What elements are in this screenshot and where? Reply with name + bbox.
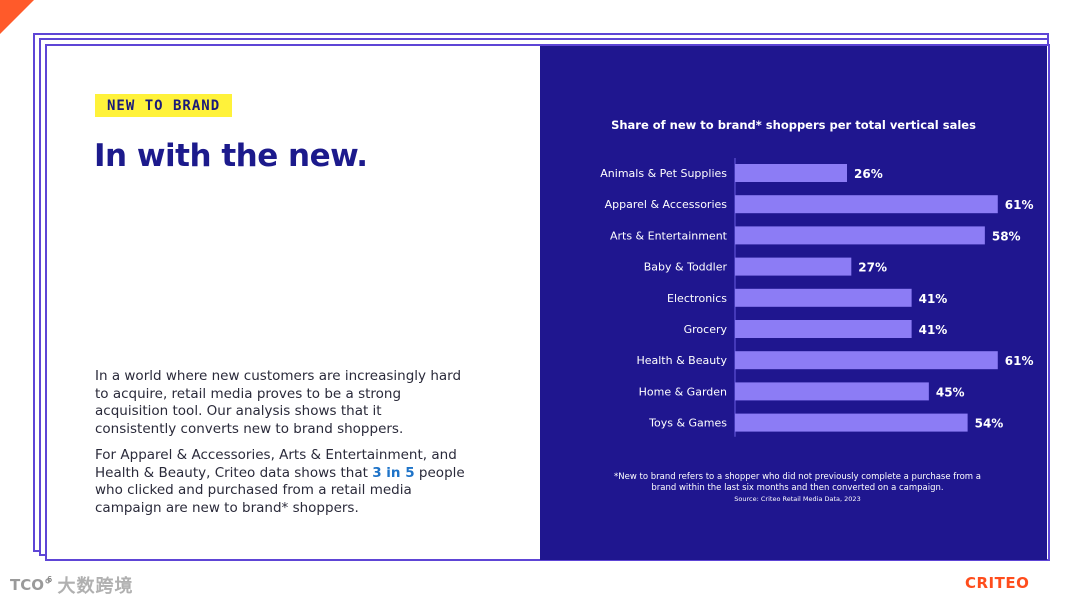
paragraph-finding: For Apparel & Accessories, Arts & Entert… — [95, 447, 465, 517]
page-title: In with the new. — [94, 138, 368, 174]
category-label: Toys & Games — [648, 417, 727, 430]
category-label: Baby & Toddler — [644, 261, 728, 274]
category-label: Grocery — [684, 323, 728, 336]
data-label: 41% — [919, 292, 948, 306]
chart-title: Share of new to brand* shoppers per tota… — [611, 118, 976, 132]
page-number: 6 — [47, 575, 53, 584]
category-label: Health & Beauty — [636, 354, 727, 367]
highlight-stat: 3 in 5 — [372, 464, 415, 481]
bar — [735, 226, 985, 245]
watermark: TCO° 大数跨境 — [10, 572, 134, 598]
category-label: Animals & Pet Supplies — [600, 167, 727, 180]
data-label: 61% — [1005, 198, 1034, 212]
watermark-logo: TCO° — [10, 576, 52, 594]
corner-accent — [0, 0, 34, 34]
paragraph-finding-end: people who clicked and purchased from a … — [95, 464, 465, 516]
bar — [735, 257, 852, 276]
section-tag: NEW TO BRAND — [95, 94, 233, 117]
category-label: Arts & Entertainment — [610, 229, 728, 242]
body-text: In a world where new customers are incre… — [95, 368, 465, 526]
criteo-logo: CRITEO — [965, 574, 1030, 592]
data-label: 27% — [858, 261, 887, 275]
chart-source: Source: Criteo Retail Media Data, 2023 — [734, 495, 861, 503]
bar — [735, 288, 912, 307]
bar — [735, 413, 968, 432]
watermark-text: 大数跨境 — [57, 576, 134, 597]
chart-panel: Share of new to brand* shoppers per tota… — [540, 46, 1047, 560]
bar — [735, 382, 929, 401]
data-label: 61% — [1005, 354, 1034, 368]
category-label: Apparel & Accessories — [605, 198, 728, 211]
bar — [735, 195, 998, 214]
bar-chart: Animals & Pet Supplies 26% Apparel & Acces… — [600, 158, 1034, 437]
data-label: 26% — [854, 167, 883, 181]
category-label: Electronics — [667, 292, 727, 305]
bar — [735, 320, 912, 338]
paragraph-intro: In a world where new customers are incre… — [95, 368, 462, 437]
bar — [735, 351, 998, 370]
chart-footnote: *New to brand refers to a shopper who di… — [614, 472, 981, 493]
data-label: 58% — [992, 229, 1021, 243]
data-label: 54% — [975, 417, 1004, 431]
data-label: 41% — [919, 323, 948, 337]
category-label: Home & Garden — [639, 385, 727, 398]
data-label: 45% — [936, 385, 965, 399]
bar — [735, 164, 847, 182]
paragraph-finding-start: For Apparel & Accessories, Arts & Entert… — [95, 447, 457, 481]
